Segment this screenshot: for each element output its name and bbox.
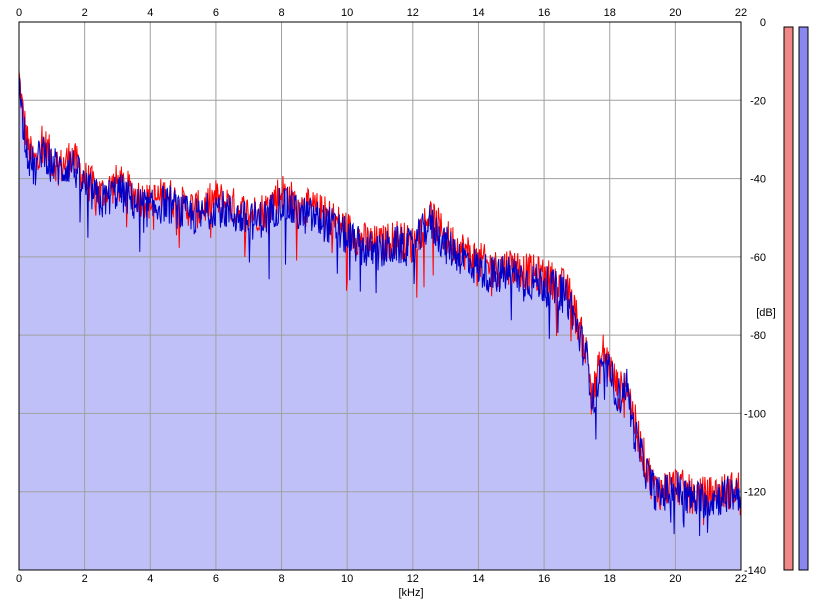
y-axis-label: [dB]: [756, 307, 776, 319]
x-tick-label-bottom: 16: [538, 573, 550, 585]
x-tick-label-top: 8: [278, 7, 284, 19]
x-tick-label-top: 22: [735, 7, 747, 19]
y-tick-label: -120: [744, 487, 766, 499]
x-tick-label-top: 4: [147, 7, 153, 19]
x-tick-label-top: 0: [16, 7, 22, 19]
axis-layer: [18, 21, 742, 571]
x-tick-label-bottom: 12: [407, 573, 419, 585]
x-tick-label-bottom: 20: [669, 573, 681, 585]
y-tick-label: -80: [750, 330, 766, 342]
y-tick-label: 0: [760, 17, 766, 29]
x-tick-label-bottom: 8: [278, 573, 284, 585]
x-axis-label: [kHz]: [398, 587, 423, 599]
level-meter-right: [798, 26, 809, 571]
y-tick-label: -100: [744, 408, 766, 420]
x-tick-label-bottom: 2: [82, 573, 88, 585]
x-tick-label-top: 12: [407, 7, 419, 19]
x-tick-label-top: 10: [341, 7, 353, 19]
x-tick-label-bottom: 10: [341, 573, 353, 585]
y-tick-label: -140: [744, 565, 766, 577]
x-tick-label-top: 14: [472, 7, 484, 19]
plot-frame: [18, 21, 742, 571]
level-meters: [783, 26, 809, 571]
x-tick-label-bottom: 18: [604, 573, 616, 585]
y-tick-label: -60: [750, 252, 766, 264]
x-tick-label-bottom: 0: [16, 573, 22, 585]
tick-label-layer: 002244668810101212141416161818202022220-…: [16, 7, 766, 585]
x-tick-label-top: 16: [538, 7, 550, 19]
spectrum-trace-right: [18, 77, 742, 537]
y-tick-label: -20: [750, 95, 766, 107]
spectrum-fill-area: [19, 70, 741, 570]
y-tick-label: -40: [750, 174, 766, 186]
x-tick-label-bottom: 4: [147, 573, 153, 585]
x-tick-label-top: 18: [604, 7, 616, 19]
x-tick-label-top: 20: [669, 7, 681, 19]
x-tick-label-top: 6: [213, 7, 219, 19]
x-tick-label-bottom: 14: [472, 573, 484, 585]
level-meter-left: [783, 26, 794, 571]
x-tick-label-bottom: 6: [213, 573, 219, 585]
x-tick-label-bottom: 22: [735, 573, 747, 585]
series-layer: [18, 70, 742, 537]
spectrum-fill-layer: [19, 70, 741, 570]
x-tick-label-top: 2: [82, 7, 88, 19]
